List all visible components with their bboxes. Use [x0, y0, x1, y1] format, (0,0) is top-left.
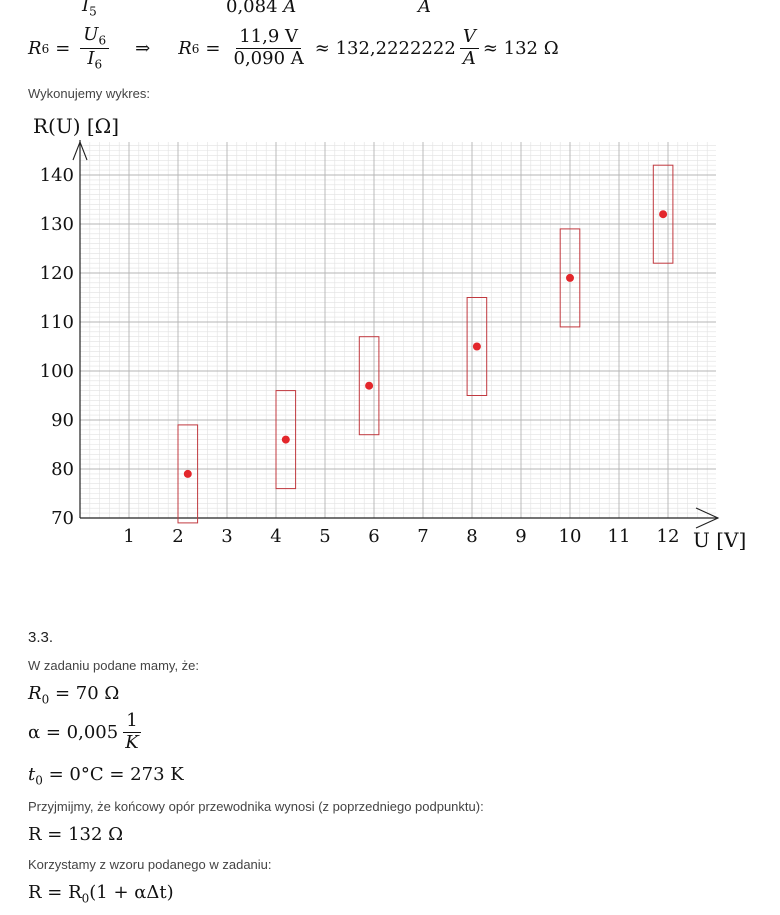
- x-tick-label: 7: [417, 526, 428, 547]
- given-intro-text: W zadaniu podane mamy, że:: [28, 658, 200, 673]
- y-tick-label: 130: [40, 214, 74, 235]
- chart-grid-minor: [79, 142, 716, 519]
- x-tick-label: 9: [515, 526, 526, 547]
- error-box: [177, 424, 199, 524]
- chart-error-boxes: [177, 164, 674, 524]
- plot-intro-text: Wykonujemy wykres:: [28, 86, 150, 101]
- error-box: [275, 390, 297, 490]
- chart-y-label: R(U) [Ω]: [33, 114, 119, 138]
- y-tick-label: 90: [51, 410, 74, 431]
- x-tick-label: 8: [466, 526, 477, 547]
- data-point: [365, 381, 374, 390]
- y-tick-label: 120: [40, 263, 74, 284]
- data-point: [281, 435, 290, 444]
- r6-unit-fraction: V A: [459, 27, 479, 69]
- data-point: [472, 342, 481, 351]
- r0-equation: R0 = 70 Ω: [28, 683, 120, 707]
- x-tick-label: 6: [368, 526, 379, 547]
- y-tick-label: 110: [40, 312, 74, 333]
- section-number: 3.3.: [28, 629, 54, 646]
- x-tick-label: 2: [172, 526, 183, 547]
- chart-y-ticks: 70 80 90 100 110 120 130 140: [40, 165, 74, 529]
- chart-points: [183, 210, 668, 478]
- alpha-unit-fraction: 1 K: [123, 710, 141, 753]
- r6-value-fraction: 11,9 V 0,090 A: [233, 26, 304, 70]
- resistance-formula: R = R0(1 + αΔt): [28, 882, 174, 906]
- partial-current-value: 0,084 A: [226, 0, 297, 17]
- x-tick-label: 3: [221, 526, 232, 547]
- y-tick-label: 140: [40, 165, 74, 186]
- x-axis-arrow: [695, 507, 720, 529]
- x-tick-label: 11: [608, 526, 631, 547]
- alpha-equation: α = 0,005 1 K: [28, 710, 146, 753]
- chart-grid-major: [80, 142, 716, 518]
- x-tick-label: 10: [559, 526, 582, 547]
- error-box: [358, 336, 380, 436]
- x-tick-label: 12: [657, 526, 680, 547]
- t0-equation: t0 = 0°C = 273 K: [28, 764, 184, 788]
- y-tick-label: 100: [40, 361, 74, 382]
- r6-fraction: U6 I6: [80, 25, 110, 71]
- partial-current-label: I5: [82, 0, 97, 19]
- y-tick-label: 70: [51, 508, 74, 529]
- error-box: [466, 297, 488, 396]
- data-point: [659, 210, 668, 219]
- x-tick-label: 4: [270, 526, 281, 547]
- error-box: [559, 228, 581, 328]
- data-point: [566, 273, 574, 282]
- data-point: [183, 469, 192, 478]
- y-tick-label: 80: [51, 459, 74, 480]
- x-tick-label: 1: [123, 526, 134, 547]
- r-final-equation: R = 132 Ω: [28, 824, 124, 845]
- partial-unit: A: [418, 0, 431, 17]
- chart-axes: [72, 140, 720, 529]
- formula-intro-text: Korzystamy z wzoru podanego w zadaniu:: [28, 857, 272, 872]
- x-tick-label: 5: [319, 526, 330, 547]
- chart-x-label: U [V]: [693, 528, 746, 552]
- error-box: [652, 164, 674, 264]
- assume-text: Przyjmijmy, że końcowy opór przewodnika …: [28, 799, 484, 814]
- y-axis-arrow: [72, 140, 88, 161]
- chart-x-ticks: 1 2 3 4 5 6 7 8 9 10 11 12: [123, 526, 679, 547]
